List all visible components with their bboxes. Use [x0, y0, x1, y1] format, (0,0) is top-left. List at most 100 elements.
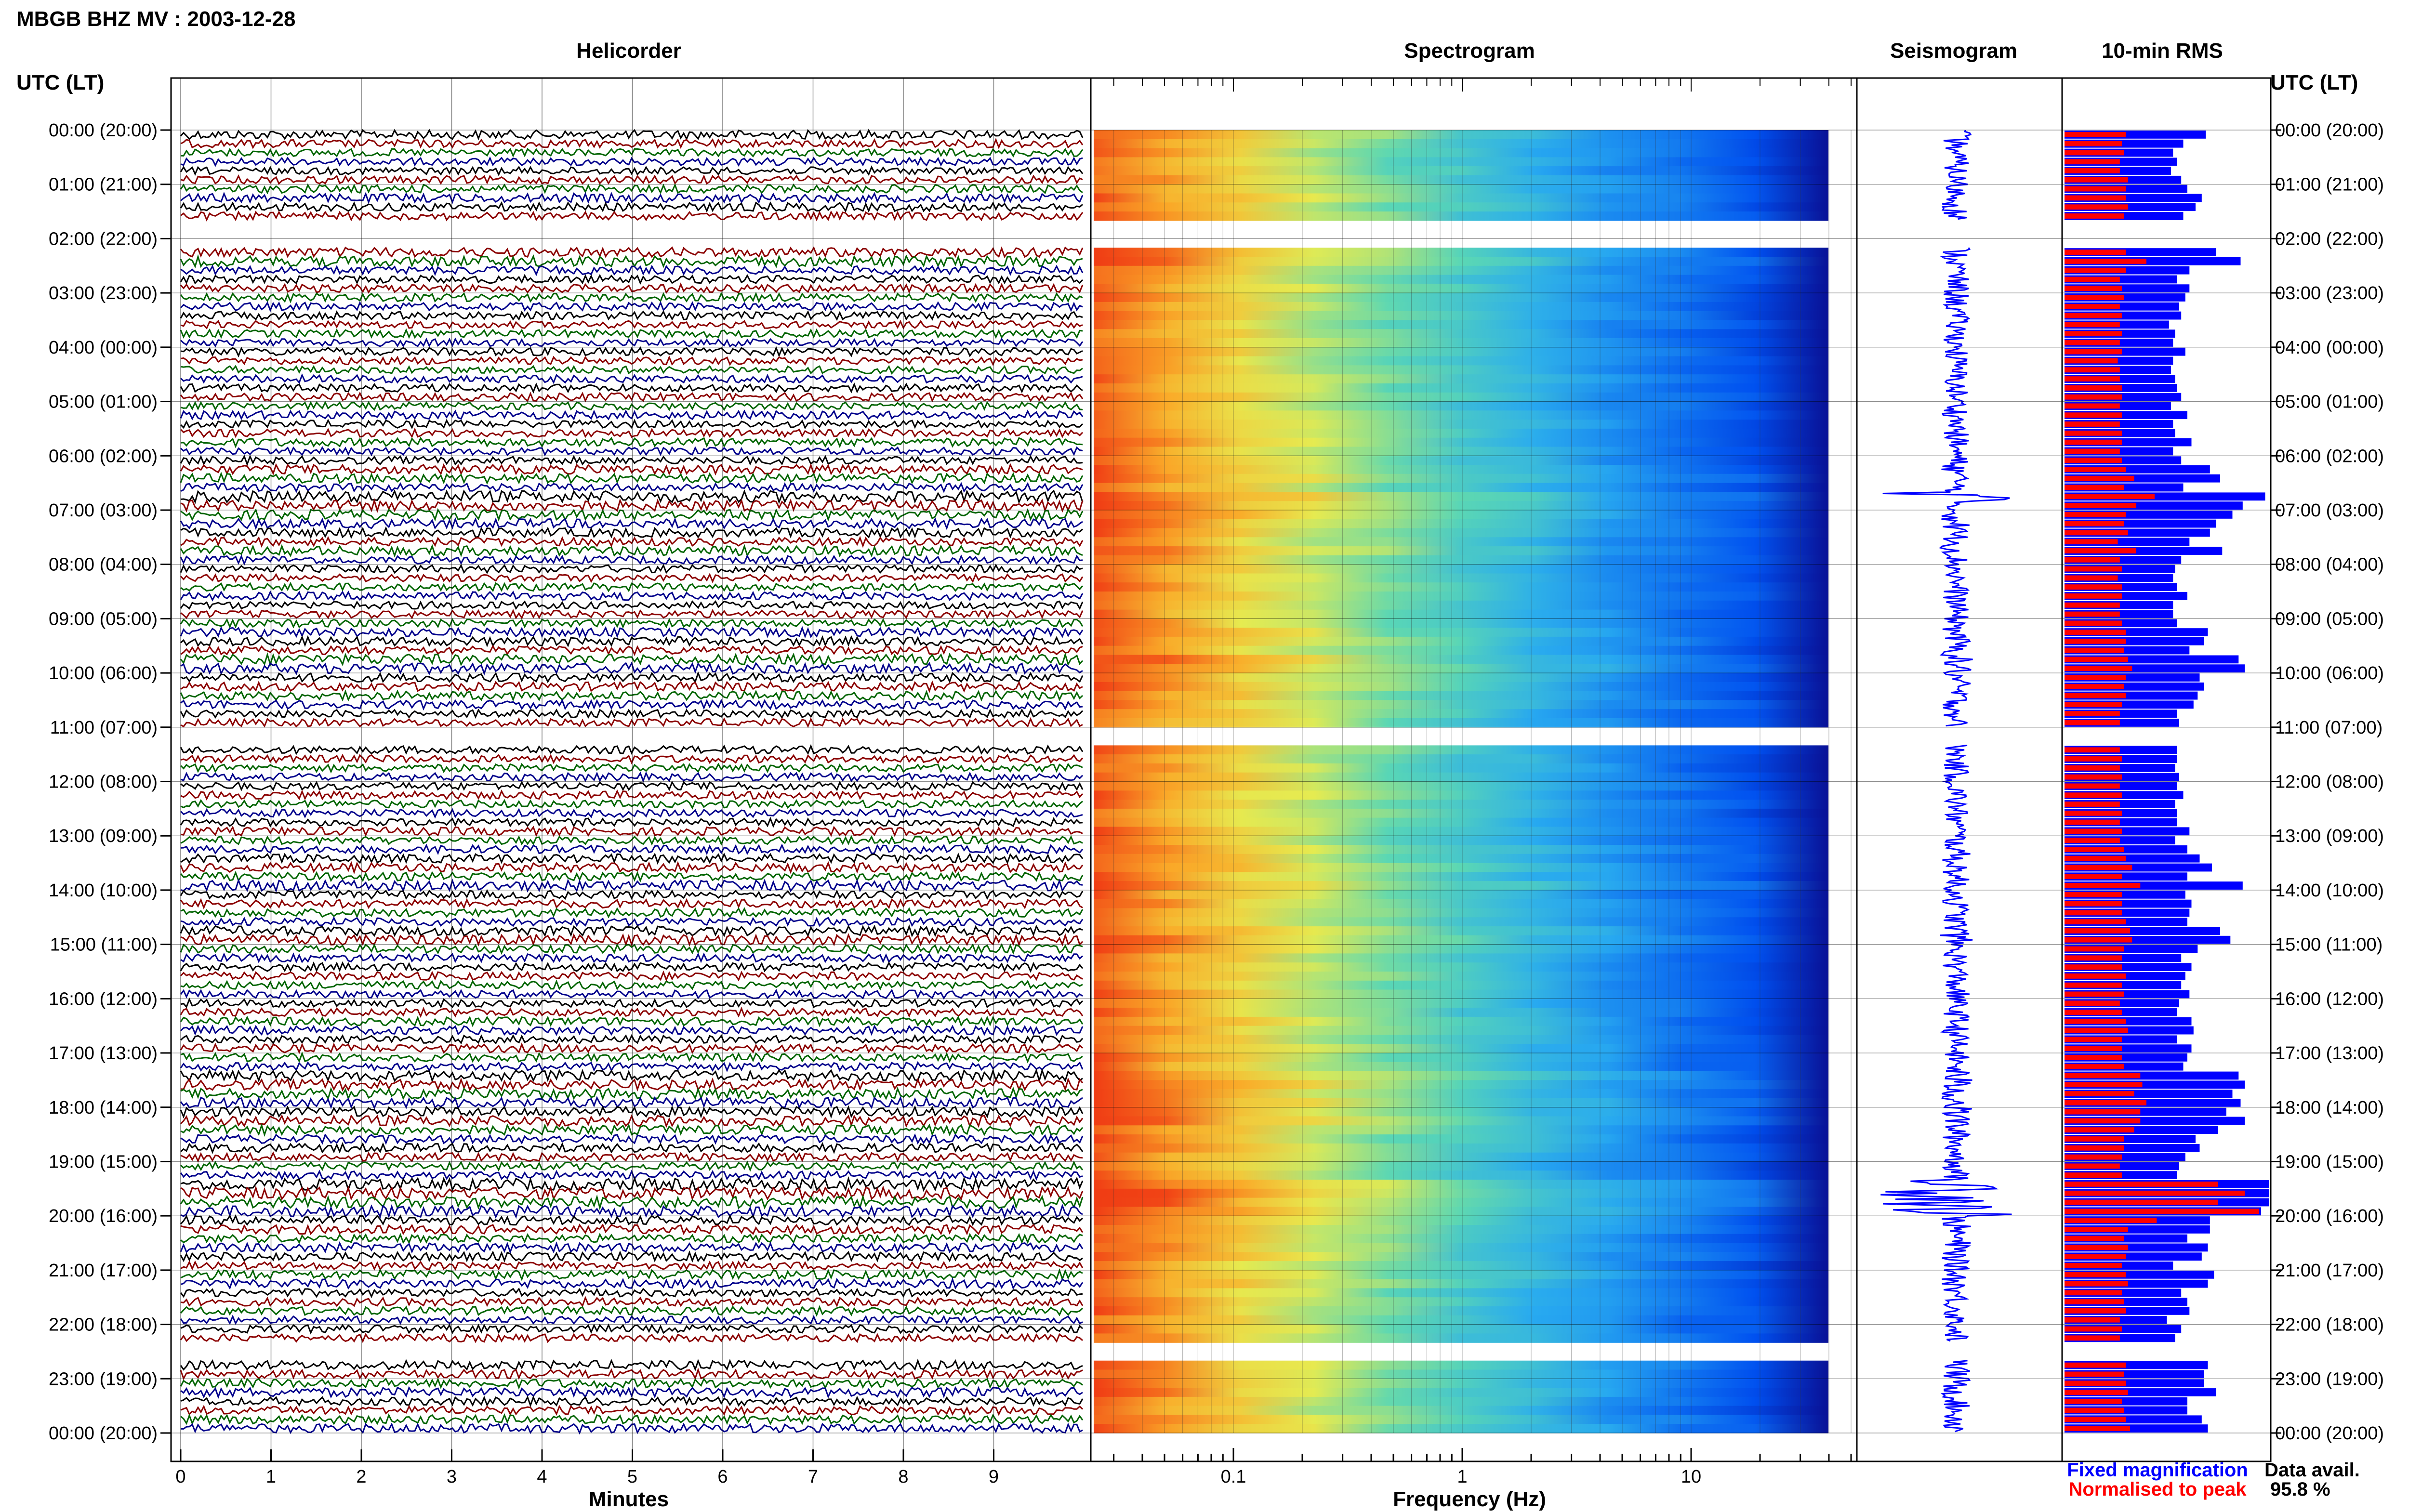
time-label-right: 00:00 (20:00): [2275, 1423, 2384, 1444]
rms-normalised-bar: [2065, 792, 2122, 798]
rms-normalised-bar: [2065, 828, 2122, 834]
rms-normalised-bar: [2065, 747, 2120, 753]
rms-normalised-bar: [2065, 575, 2118, 581]
rms-normalised-bar: [2065, 756, 2122, 762]
rms-normalised-bar: [2065, 1245, 2128, 1250]
spectrogram-row: [1094, 1197, 1828, 1207]
rms-normalised-bar: [2065, 1218, 2157, 1223]
helicorder-trace-row: [180, 898, 1083, 910]
spectrogram-row: [1094, 745, 1828, 755]
time-label-right: 11:00 (07:00): [2275, 718, 2383, 738]
helicorder-trace-row: [180, 1233, 1083, 1245]
time-label-left: 06:00 (02:00): [49, 446, 158, 466]
helicorder-trace-row: [180, 652, 1084, 667]
legend-fixed-magnification: Fixed magnification: [2067, 1459, 2248, 1481]
spectrogram-row: [1094, 980, 1828, 990]
time-label-right: 12:00 (08:00): [2275, 772, 2384, 792]
time-label-left: 01:00 (21:00): [49, 175, 158, 195]
rms-normalised-bar: [2065, 802, 2120, 807]
spectrogram-row: [1094, 1415, 1828, 1424]
helicorder-trace-row: [180, 763, 1083, 774]
time-label-right: 02:00 (22:00): [2275, 229, 2384, 249]
helicorder-trace-row: [180, 1332, 1083, 1343]
rms-normalised-bar: [2065, 503, 2136, 508]
minute-tick-label: 4: [537, 1467, 547, 1487]
time-label-right: 09:00 (05:00): [2275, 609, 2384, 629]
time-label-right: 17:00 (13:00): [2275, 1043, 2384, 1064]
helicorder-xlabel: Minutes: [589, 1487, 669, 1511]
helicorder-trace-row: [180, 129, 1084, 141]
rms-normalised-bar: [2065, 1390, 2128, 1395]
helicorder-trace-row: [180, 274, 1084, 285]
spectrogram-row: [1094, 718, 1828, 728]
time-label-right: 01:00 (21:00): [2275, 175, 2384, 195]
spectrogram-row: [1094, 582, 1828, 592]
spectrogram-row: [1094, 1279, 1828, 1289]
spectrogram-row: [1094, 890, 1828, 900]
rms-normalised-bar: [2065, 693, 2126, 698]
spectrogram-tick-label: 0.1: [1221, 1467, 1246, 1487]
helicorder-trace-row: [180, 328, 1083, 339]
spectrogram-row: [1094, 1324, 1828, 1334]
helicorder-trace-row: [180, 210, 1084, 222]
spectrogram-row: [1094, 664, 1828, 673]
spectrogram-row: [1094, 1134, 1828, 1144]
rms-normalised-bar: [2065, 267, 2126, 273]
rms-normalised-bar: [2065, 1037, 2122, 1042]
spectrogram-row: [1094, 592, 1828, 601]
spectrogram-row: [1094, 1360, 1828, 1370]
spectrogram-row: [1094, 827, 1828, 836]
minute-tick-label: 0: [175, 1467, 185, 1487]
helicorder-title: Helicorder: [576, 39, 681, 63]
time-label-right: 15:00 (11:00): [2275, 935, 2383, 955]
rms-normalised-bar: [2065, 1073, 2141, 1078]
time-label-left: 14:00 (10:00): [49, 881, 158, 901]
helicorder-trace-row: [180, 1260, 1084, 1271]
spectrogram-row: [1094, 302, 1828, 312]
minute-tick-label: 1: [266, 1467, 276, 1487]
rms-normalised-bar: [2065, 485, 2124, 490]
spectrogram-row: [1094, 754, 1828, 764]
helicorder-trace-row: [180, 626, 1084, 639]
helicorder-trace-row: [180, 590, 1084, 602]
helicorder-trace-row: [180, 1214, 1084, 1226]
spectrogram-row: [1094, 636, 1828, 646]
rms-normalised-bar: [2065, 539, 2118, 545]
rms-normalised-bar: [2065, 159, 2120, 165]
rms-normalised-bar: [2065, 1127, 2134, 1133]
rms-normalised-bar: [2065, 638, 2126, 644]
helicorder-trace-row: [180, 1250, 1083, 1263]
rms-normalised-bar: [2065, 657, 2128, 662]
helicorder-trace-row: [180, 635, 1084, 647]
time-label-right: 19:00 (15:00): [2275, 1152, 2384, 1172]
spectrogram-row: [1094, 1188, 1828, 1198]
helicorder-trace-row: [180, 1268, 1083, 1281]
spectrogram-row: [1094, 772, 1828, 782]
legend-normalised-to-peak: Normalised to peak: [2068, 1479, 2247, 1500]
rms-title: 10-min RMS: [2102, 39, 2223, 63]
spectrogram-row: [1094, 365, 1828, 375]
spectrogram-row: [1094, 356, 1828, 366]
time-label-right: 08:00 (04:00): [2275, 555, 2384, 575]
spectrogram-row: [1094, 1270, 1828, 1280]
spectrogram-row: [1094, 157, 1828, 167]
rms-normalised-bar: [2065, 1326, 2122, 1332]
spectrogram-row: [1094, 447, 1828, 456]
spectrogram-row: [1094, 437, 1828, 447]
rms-normalised-bar: [2065, 783, 2120, 789]
rms-normalised-bar: [2065, 647, 2124, 653]
spectrogram-row: [1094, 1026, 1828, 1036]
spectrogram-row: [1094, 420, 1828, 429]
rms-normalised-bar: [2065, 1172, 2122, 1178]
helicorder-trace-row: [180, 609, 1084, 619]
rms-normalised-bar: [2065, 1290, 2122, 1296]
helicorder-trace-row: [180, 979, 1083, 991]
helicorder-trace-row: [180, 1061, 1084, 1073]
helicorder-trace-row: [180, 427, 1084, 438]
spectrogram-row: [1094, 854, 1828, 864]
spectrogram-row: [1094, 510, 1828, 520]
spectrogram-row: [1094, 211, 1828, 221]
time-label-right: 03:00 (23:00): [2275, 283, 2384, 303]
helicorder-trace-row: [180, 1160, 1084, 1172]
spectrogram-row: [1094, 618, 1828, 628]
